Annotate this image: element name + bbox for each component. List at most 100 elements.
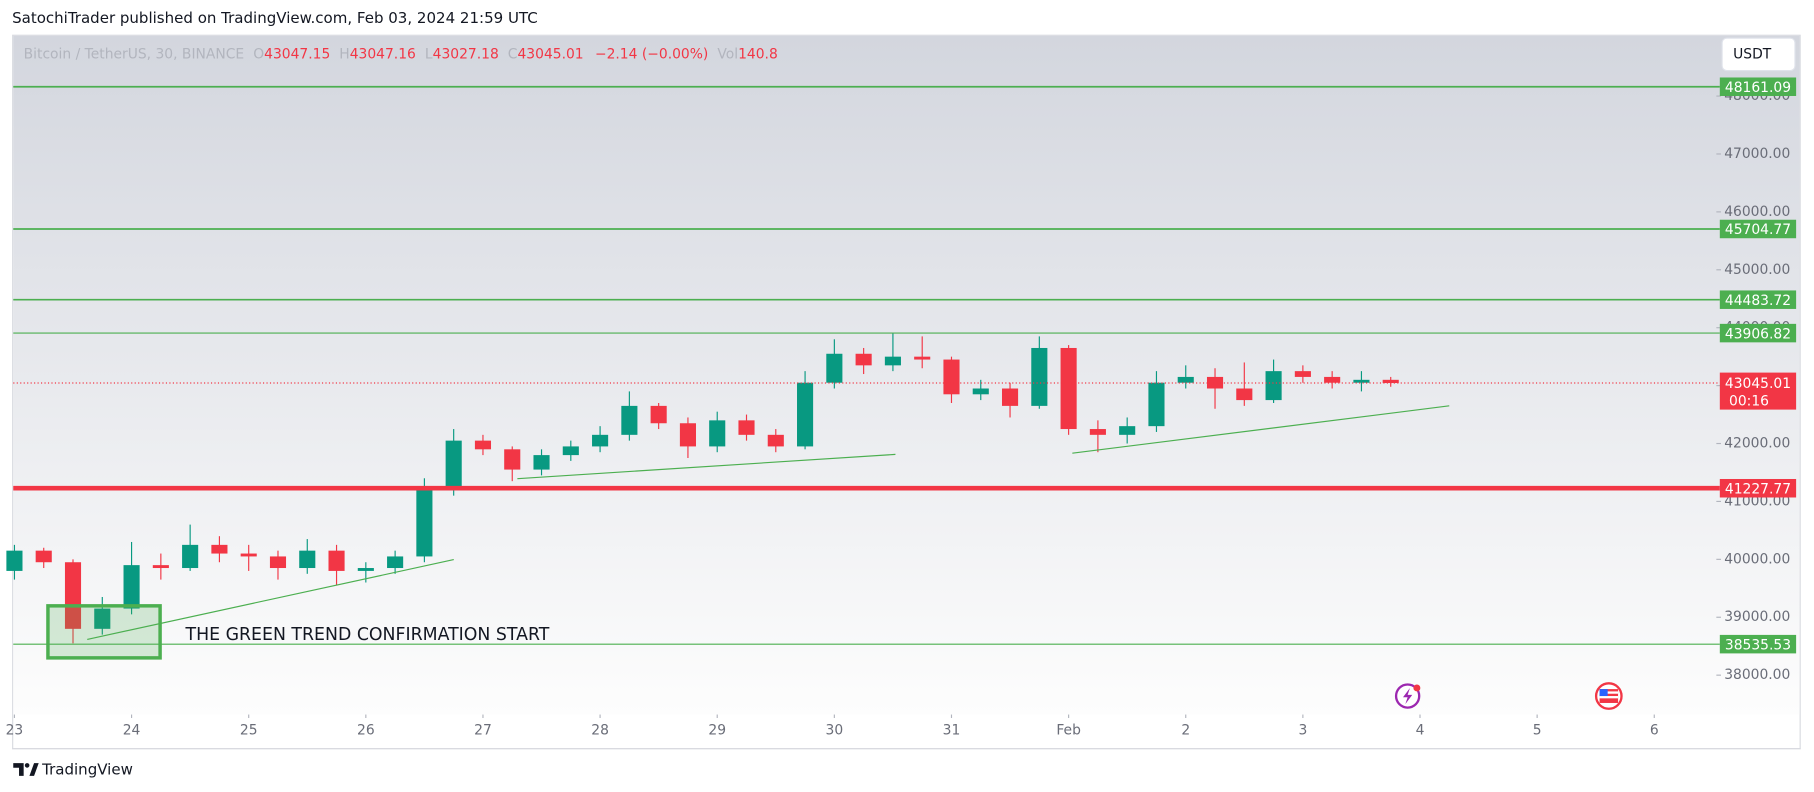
- y-tick-label: 45000.00: [1724, 262, 1790, 278]
- candle-body: [1236, 388, 1253, 401]
- x-tick-label: 31: [943, 723, 961, 739]
- candle-body: [533, 455, 550, 470]
- legend-change: −2.14 (−0.00%): [595, 46, 708, 62]
- candle-body: [1265, 371, 1282, 401]
- legend-value: 43027.18: [433, 46, 499, 62]
- trend-line: [87, 559, 454, 640]
- y-tick-label: 42000.00: [1724, 436, 1790, 452]
- candle-body: [943, 359, 960, 395]
- candle-body: [855, 353, 872, 366]
- level-label-box: [1719, 478, 1797, 498]
- candle-body: [1324, 376, 1341, 383]
- candle-body: [709, 420, 726, 447]
- candle-body: [299, 550, 316, 569]
- trend-line: [517, 453, 896, 480]
- level-label: 48161.09: [1725, 80, 1791, 96]
- annotation: THE GREEN TREND CONFIRMATION START: [185, 625, 550, 645]
- candle-body: [1177, 376, 1194, 383]
- legend-label: C: [508, 46, 518, 62]
- brand: TradingView: [41, 761, 133, 779]
- candle-body: [1001, 388, 1019, 406]
- level-label: 45704.77: [1725, 222, 1791, 238]
- x-tick-label: 23: [6, 723, 24, 739]
- candle-body: [1089, 429, 1106, 435]
- x-tick-label: 6: [1650, 723, 1659, 739]
- currency-label: USDT: [1733, 46, 1772, 62]
- countdown-label: 00:16: [1729, 394, 1769, 410]
- candle-body: [416, 486, 433, 557]
- candle-body: [123, 565, 140, 609]
- last-price-label: 43045.01: [1725, 376, 1791, 392]
- candle-body: [972, 388, 989, 395]
- level-label-box: [1719, 77, 1797, 96]
- level-label-box: [1719, 219, 1797, 239]
- candle-body: [1206, 376, 1224, 389]
- x-tick-label: 24: [123, 723, 141, 739]
- y-tick-label: 46000.00: [1724, 204, 1790, 220]
- legend-label: L: [425, 46, 433, 62]
- candle-body: [1060, 347, 1077, 430]
- candle-body: [1119, 426, 1136, 435]
- candle-body: [826, 353, 843, 383]
- level-label: 44483.72: [1725, 293, 1791, 309]
- candle-body: [562, 446, 579, 456]
- y-tick-label: 39000.00: [1724, 609, 1790, 625]
- candle-body: [1382, 379, 1399, 384]
- level-label: 41227.77: [1725, 481, 1791, 497]
- publish-header: SatochiTrader published on TradingView.c…: [12, 9, 538, 27]
- legend-value: 43045.01: [518, 46, 584, 62]
- legend-label: O: [253, 46, 264, 62]
- y-tick-label: 40000.00: [1724, 551, 1790, 567]
- legend: Bitcoin / TetherUS, 30, BINANCE O43047.1…: [24, 46, 778, 62]
- legend-label: H: [339, 46, 349, 62]
- candle-body: [884, 356, 901, 366]
- candle-body: [35, 550, 52, 563]
- level-label-box: [1719, 634, 1797, 654]
- x-tick-label: 30: [826, 723, 844, 739]
- highlight-box: [46, 604, 162, 660]
- economic-event-icon: [1594, 682, 1623, 710]
- legend-value: 140.8: [738, 46, 778, 62]
- candle-body: [767, 434, 784, 447]
- candle-body: [621, 405, 638, 435]
- chart-pane: [13, 35, 1800, 715]
- candle-body: [1353, 379, 1370, 383]
- candle-body: [797, 382, 814, 447]
- candle-body: [6, 550, 23, 571]
- currency-button[interactable]: [1721, 37, 1796, 72]
- x-tick-label: Feb: [1056, 723, 1081, 739]
- candle-body: [94, 608, 111, 629]
- candle-body: [592, 434, 609, 447]
- candle-body: [474, 440, 492, 450]
- x-tick-label: 27: [474, 723, 492, 739]
- x-tick-label: 26: [357, 723, 375, 739]
- last-price-box: [1719, 372, 1797, 410]
- candles-layer: [6, 333, 1399, 644]
- legend-symbol: Bitcoin / TetherUS, 30, BINANCE: [24, 46, 245, 62]
- candle-body: [269, 556, 287, 569]
- trend-line: [1072, 405, 1450, 454]
- candle-body: [1148, 382, 1165, 427]
- tradingview-logo: [13, 763, 39, 776]
- y-tick-label: 47000.00: [1724, 146, 1790, 162]
- candle-body: [914, 356, 931, 360]
- x-tick-label: 2: [1181, 723, 1190, 739]
- level-label-box: [1719, 290, 1797, 309]
- candle-body: [1294, 371, 1311, 377]
- candle-body: [679, 423, 696, 447]
- legend-value: 43047.15: [264, 46, 330, 62]
- x-tick-label: 29: [708, 723, 726, 739]
- candle-body: [152, 565, 169, 569]
- candle-body: [182, 544, 199, 569]
- x-tick-label: 4: [1416, 723, 1425, 739]
- candle-body: [387, 556, 404, 569]
- y-tick-label: 38000.00: [1724, 667, 1790, 683]
- candle-body: [504, 449, 521, 470]
- candle-body: [211, 544, 228, 554]
- legend-value: 43047.16: [350, 46, 416, 62]
- x-tick-label: 28: [591, 723, 609, 739]
- candle-body: [64, 562, 82, 629]
- drawings: THE GREEN TREND CONFIRMATION START: [46, 405, 1450, 660]
- candle-body: [328, 550, 345, 571]
